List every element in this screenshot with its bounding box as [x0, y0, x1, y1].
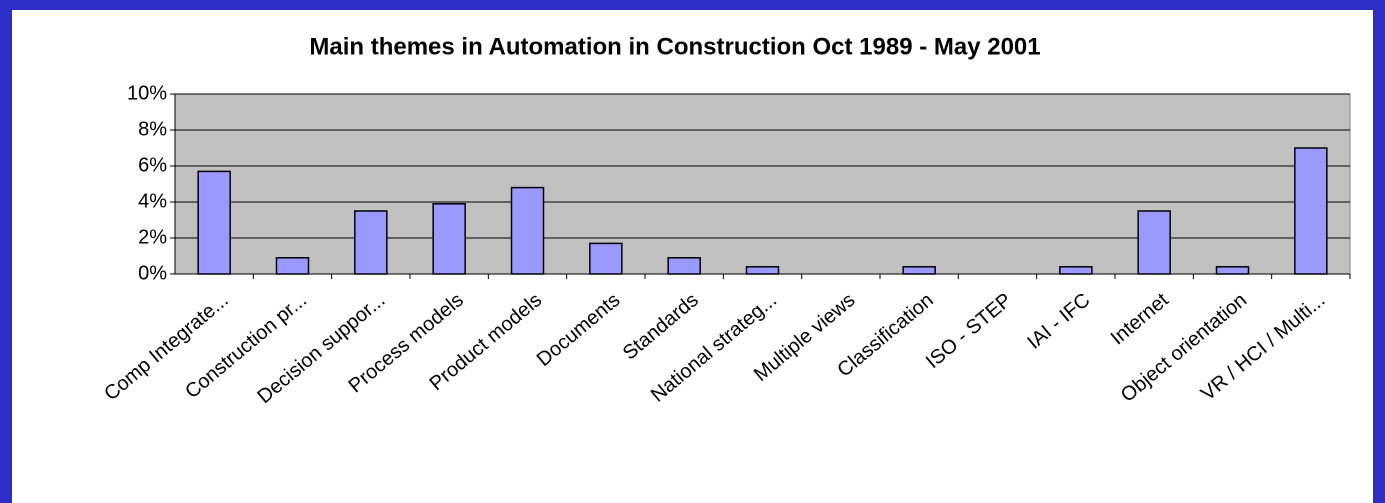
y-tick-label: 2% — [138, 226, 167, 248]
bar — [1215, 266, 1250, 275]
x-tick-label: IAI - IFC — [1023, 289, 1094, 354]
y-tick-label: 4% — [138, 190, 167, 212]
y-tick-label: 6% — [138, 154, 167, 176]
y-tick-label: 10% — [127, 82, 167, 104]
chart-title: Main themes in Automation in Constructio… — [309, 33, 1040, 60]
bar — [510, 186, 545, 275]
bar — [745, 266, 780, 275]
bar — [902, 266, 936, 275]
x-tick-label: Decision suppor... — [254, 289, 390, 408]
bar — [667, 257, 701, 275]
y-tick-label: 8% — [138, 118, 167, 140]
x-tick-label: Documents — [533, 289, 625, 371]
bar — [432, 203, 466, 275]
bar — [589, 242, 623, 275]
x-tick-label: Internet — [1107, 289, 1173, 350]
plot-area — [174, 93, 1351, 275]
bar — [1294, 147, 1328, 275]
bar — [197, 170, 231, 275]
bar — [1137, 210, 1171, 275]
bar — [275, 257, 310, 275]
bar — [354, 210, 388, 275]
y-tick-label: 0% — [138, 262, 167, 284]
chart: Main themes in Automation in Constructio… — [12, 10, 1373, 503]
bar — [1059, 266, 1093, 275]
x-tick-label: ISO - STEP — [922, 289, 1016, 373]
